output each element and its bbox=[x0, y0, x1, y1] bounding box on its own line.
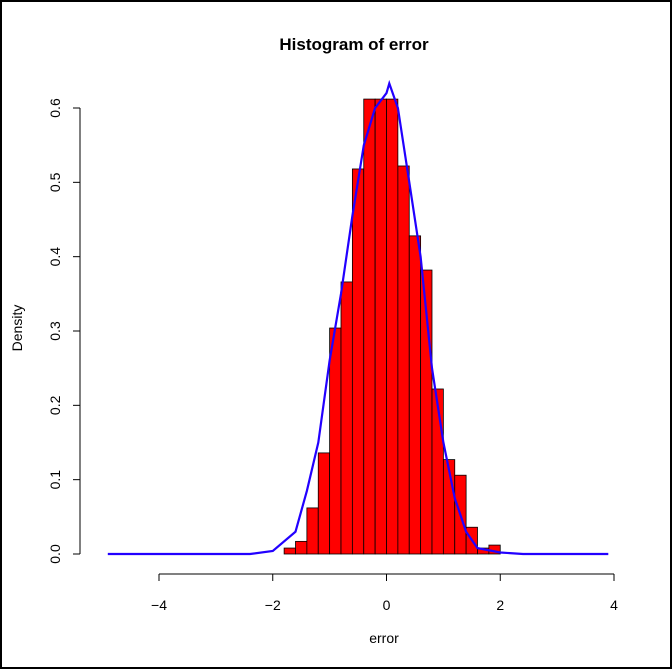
histogram-bars bbox=[283, 98, 501, 555]
histogram-bar bbox=[329, 327, 342, 555]
x-tick-label: 4 bbox=[610, 597, 618, 613]
histogram-bar bbox=[408, 235, 422, 555]
histogram-bar bbox=[306, 507, 319, 555]
histogram-bar bbox=[340, 281, 353, 555]
y-tick-label: 0.4 bbox=[47, 247, 63, 267]
x-tick-label: −4 bbox=[151, 597, 167, 613]
y-axis-label: Density bbox=[9, 305, 25, 352]
x-tick-label: 0 bbox=[383, 597, 391, 613]
y-tick-label: 0.1 bbox=[47, 470, 63, 490]
x-axis-label: error bbox=[369, 630, 399, 646]
density-curve bbox=[107, 79, 609, 556]
histogram-bar bbox=[295, 540, 308, 555]
histogram-bar bbox=[386, 98, 399, 555]
y-tick-label: 0.0 bbox=[47, 544, 63, 564]
chart-title: Histogram of error bbox=[279, 35, 429, 54]
histogram-bar bbox=[351, 168, 365, 555]
x-axis: −4 −2 0 2 4 bbox=[151, 573, 618, 613]
y-axis: 0.0 0.1 0.2 0.3 0.4 0.5 0.6 bbox=[47, 98, 81, 564]
y-tick-label: 0.5 bbox=[47, 172, 63, 192]
histogram-bar bbox=[374, 98, 387, 555]
x-tick-label: −2 bbox=[265, 597, 281, 613]
y-tick-label: 0.2 bbox=[47, 395, 63, 415]
histogram-bar bbox=[317, 452, 331, 555]
histogram-bar bbox=[397, 165, 410, 555]
histogram-bar bbox=[363, 98, 376, 555]
y-tick-label: 0.6 bbox=[47, 98, 63, 118]
x-tick-label: 2 bbox=[496, 597, 504, 613]
histogram-bar bbox=[431, 388, 444, 555]
histogram-bar bbox=[283, 547, 296, 555]
y-tick-label: 0.3 bbox=[47, 321, 63, 341]
